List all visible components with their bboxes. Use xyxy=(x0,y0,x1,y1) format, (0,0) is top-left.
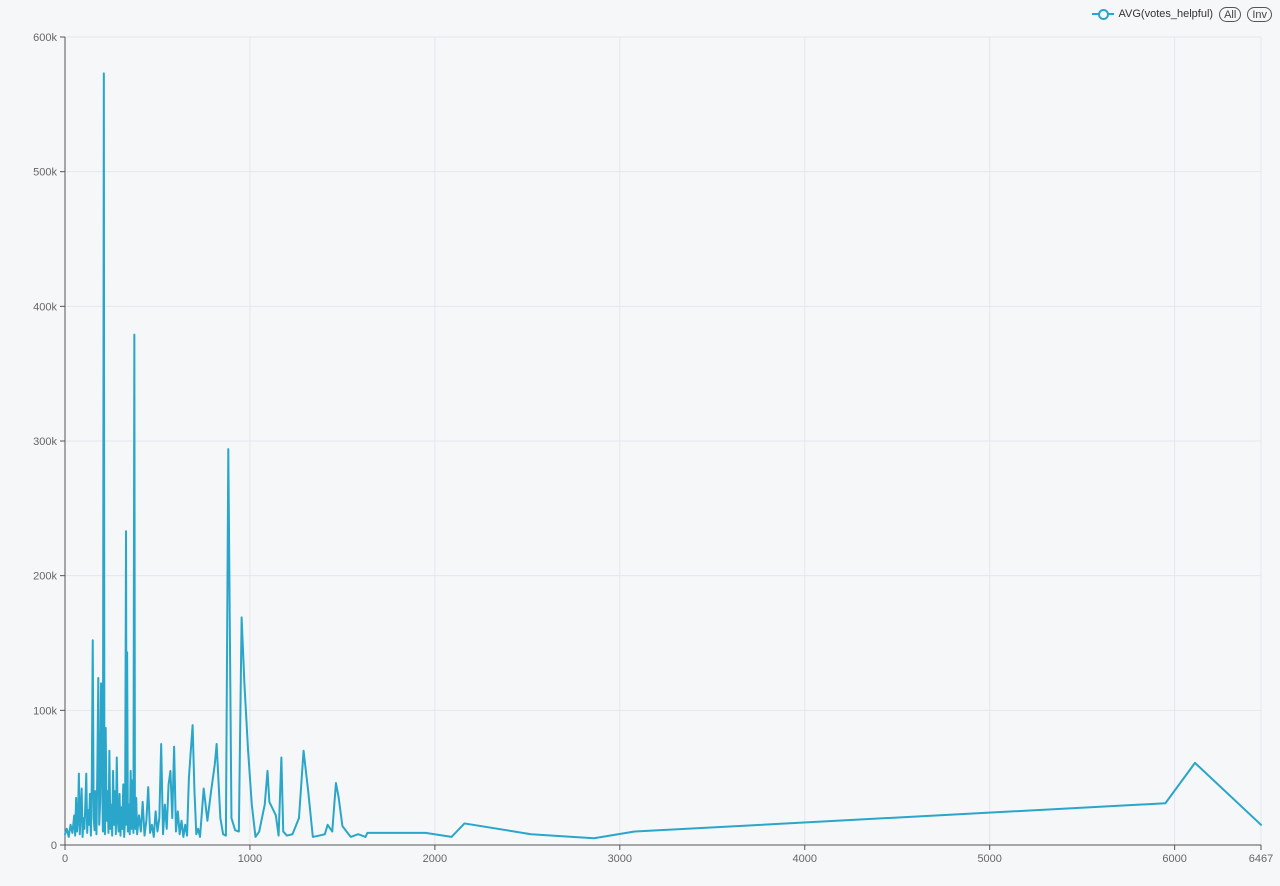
x-tick-label: 2000 xyxy=(423,853,447,865)
y-tick-label: 400k xyxy=(33,301,57,313)
x-tick-label: 1000 xyxy=(238,853,262,865)
legend: AVG(votes_helpful) All Inv xyxy=(1091,4,1272,24)
legend-item-avg-votes-helpful[interactable]: AVG(votes_helpful) xyxy=(1091,8,1214,20)
axes: 0 100k 200k 300k 400k 500k 600k 0 1000 2000 3000 40… xyxy=(33,32,1273,865)
legend-all-button[interactable]: All xyxy=(1219,6,1242,22)
x-tick-label: 6000 xyxy=(1162,853,1186,865)
x-tick-label: 6467 xyxy=(1249,853,1273,865)
legend-label: AVG(votes_helpful) xyxy=(1118,8,1214,20)
series-line-avg-votes-helpful xyxy=(64,72,1262,840)
legend-inv-button[interactable]: Inv xyxy=(1247,6,1272,22)
x-tick-label: 0 xyxy=(62,853,68,865)
y-tick-label: 100k xyxy=(33,705,57,717)
x-tick-label: 3000 xyxy=(608,853,632,865)
x-tick-label: 5000 xyxy=(977,853,1001,865)
y-tick-label: 600k xyxy=(33,32,57,44)
grid xyxy=(65,36,1262,845)
line-series-icon xyxy=(1091,8,1114,20)
y-tick-label: 300k xyxy=(33,436,57,448)
y-tick-label: 500k xyxy=(33,167,57,179)
series-layer xyxy=(64,72,1262,840)
y-tick-label: 0 xyxy=(51,840,57,852)
x-tick-label: 4000 xyxy=(793,853,817,865)
y-tick-label: 200k xyxy=(33,571,57,583)
